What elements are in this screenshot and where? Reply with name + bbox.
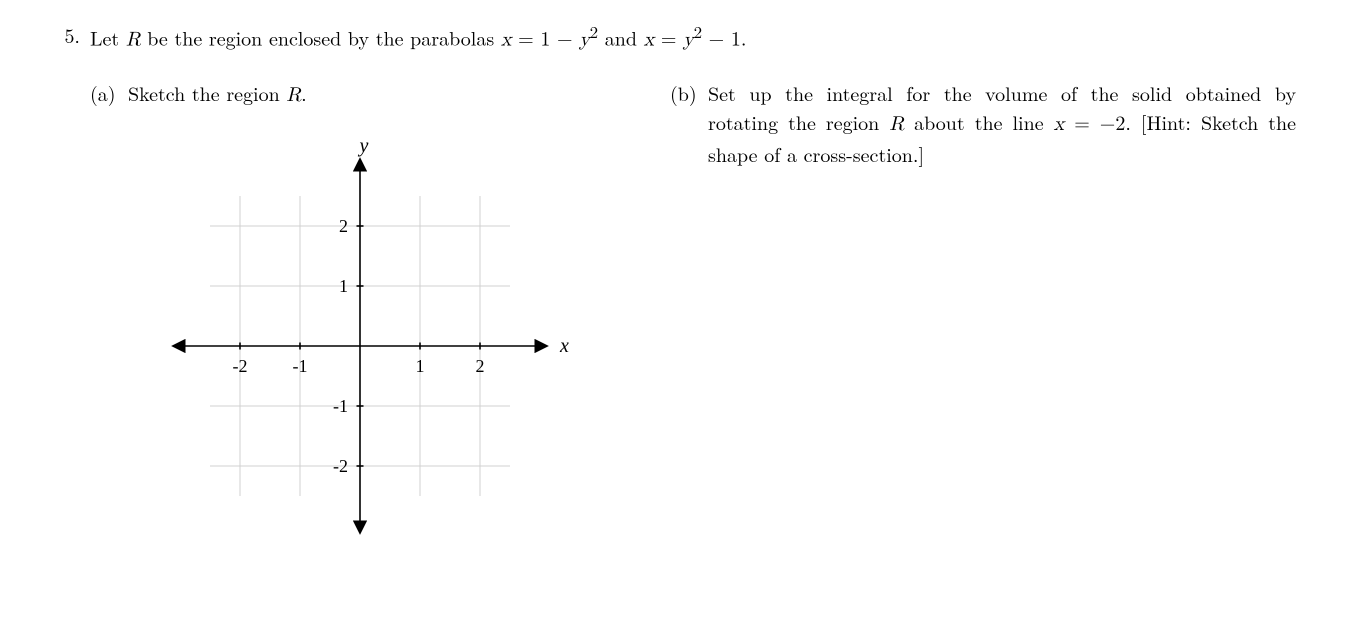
- eq2-lhs: x: [644, 30, 655, 50]
- part-a: (a) Sketch the region R. -2 -1 1 2 -2 -1 1 2 x y: [90, 78, 630, 576]
- svg-text:y: y: [358, 135, 369, 157]
- stem-mid1: be the region enclosed by the parabolas: [141, 23, 501, 52]
- parts-row: (a) Sketch the region R. -2-112-2-112xy …: [90, 78, 1296, 576]
- eq1-eq: = 1 −: [511, 23, 579, 52]
- b-line3-eq: = −2. [Hint: Sketch: [1064, 107, 1258, 136]
- part-a-R: R: [286, 85, 301, 105]
- eq1-y: y: [579, 30, 590, 50]
- coordinate-graph: -2 -1 1 2 -2 -1 1 2 x y: [130, 116, 590, 576]
- svg-text:x: x: [559, 335, 569, 357]
- svg-text:-2: -2: [233, 356, 248, 376]
- part-a-prefix: Sketch the region: [128, 78, 286, 107]
- svg-text:-1: -1: [333, 396, 348, 416]
- b-line3a: about the line: [914, 107, 1054, 136]
- b-line3-x: x: [1054, 114, 1065, 134]
- problem-number: 5.: [50, 20, 90, 49]
- part-a-label: (a): [90, 78, 128, 107]
- eq1-sup: 2: [590, 19, 598, 43]
- svg-text:2: 2: [339, 216, 348, 236]
- graph-container: -2 -1 1 2 -2 -1 1 2 x y: [90, 116, 630, 576]
- part-b-text: Set up the integral for the volume of th…: [708, 78, 1296, 168]
- part-a-suffix: .: [301, 78, 307, 107]
- part-a-text: Sketch the region R.: [128, 78, 630, 110]
- stem-R: R: [126, 30, 141, 50]
- part-b: (b) Set up the integral for the volume o…: [670, 78, 1296, 168]
- eq1-lhs: x: [501, 30, 512, 50]
- stem-and: and: [598, 23, 644, 52]
- svg-text:1: 1: [416, 356, 425, 376]
- svg-text:2: 2: [476, 356, 485, 376]
- part-b-label: (b): [670, 78, 708, 107]
- part-a-header: (a) Sketch the region R.: [90, 78, 630, 110]
- eq2-y: y: [683, 30, 694, 50]
- eq2-eq: =: [654, 23, 683, 52]
- eq2-sup: 2: [694, 19, 702, 43]
- svg-text:-2: -2: [333, 456, 348, 476]
- b-line2-R: R: [889, 114, 904, 134]
- problem-stem: Let R be the region enclosed by the para…: [90, 20, 1296, 54]
- b-line1: Set up the integral for the volume of th…: [708, 78, 1118, 107]
- svg-text:-1: -1: [293, 356, 308, 376]
- svg-text:1: 1: [339, 276, 348, 296]
- problem-stem-row: 5. Let R be the region enclosed by the p…: [50, 20, 1296, 54]
- stem-prefix: Let: [90, 23, 126, 52]
- eq2-tail: − 1.: [702, 23, 746, 52]
